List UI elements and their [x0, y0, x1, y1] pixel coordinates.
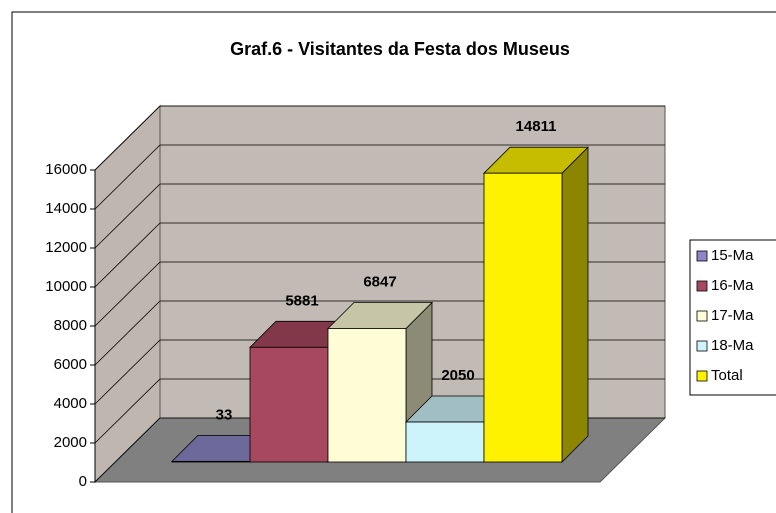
chart-title: Graf.6 - Visitantes da Festa dos Museus	[230, 39, 570, 59]
bar	[327, 328, 407, 463]
grid-line	[94, 261, 161, 327]
grid-line	[94, 144, 161, 210]
y-tick-label: 12000	[45, 239, 87, 256]
grid-line	[94, 222, 161, 288]
legend-swatch	[696, 340, 708, 352]
y-tick-label: 4000	[54, 395, 87, 412]
y-tick-label: 0	[79, 473, 87, 490]
y-tick-label: 14000	[45, 200, 87, 217]
legend-label: 17-Ma	[711, 307, 754, 324]
legend-swatch	[696, 280, 708, 292]
legend-swatch	[696, 370, 708, 382]
grid-line	[94, 417, 161, 483]
bar	[171, 460, 251, 463]
y-tick-label: 8000	[54, 317, 87, 334]
grid-line	[94, 378, 161, 444]
grid-line	[94, 339, 161, 405]
y-tick-label: 2000	[54, 434, 87, 451]
legend-label: 18-Ma	[711, 337, 754, 354]
data-label: 6847	[363, 273, 396, 290]
data-label: 2050	[441, 367, 474, 384]
bar	[483, 172, 563, 463]
data-label: 5881	[285, 292, 318, 309]
grid-line	[94, 105, 161, 171]
legend-label: 16-Ma	[711, 277, 754, 294]
bar	[405, 421, 485, 463]
bar	[249, 346, 329, 463]
data-label: 14811	[516, 118, 557, 135]
legend-swatch	[696, 250, 708, 262]
legend-label: Total	[711, 367, 743, 384]
data-label: 33	[216, 406, 233, 423]
y-tick-label: 6000	[54, 356, 87, 373]
grid-line	[94, 300, 161, 366]
grid-line	[94, 183, 161, 249]
y-tick-label: 16000	[45, 161, 87, 178]
legend-swatch	[696, 310, 708, 322]
y-tick-label: 10000	[45, 278, 87, 295]
bar-side	[561, 146, 589, 463]
legend-label: 15-Ma	[711, 247, 754, 264]
